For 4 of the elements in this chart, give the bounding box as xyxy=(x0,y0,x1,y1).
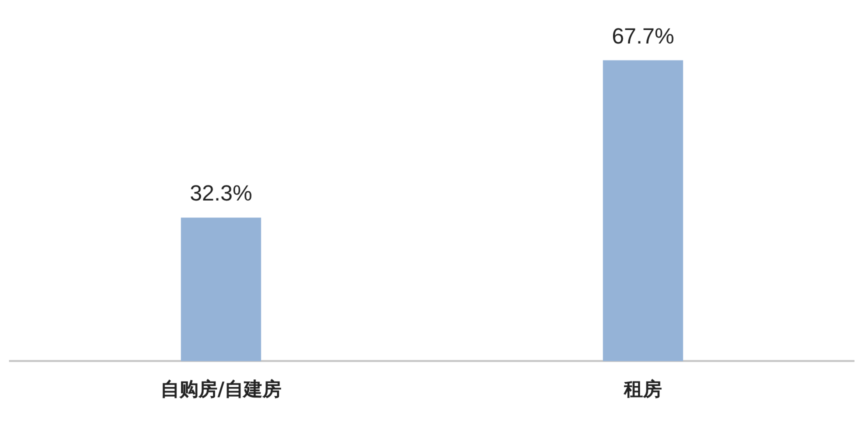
x-tick-label: 自购房/自建房 xyxy=(160,378,282,401)
data-label: 67.7% xyxy=(612,23,674,48)
x-tick-label: 租房 xyxy=(623,378,662,401)
data-label: 32.3% xyxy=(190,180,252,206)
